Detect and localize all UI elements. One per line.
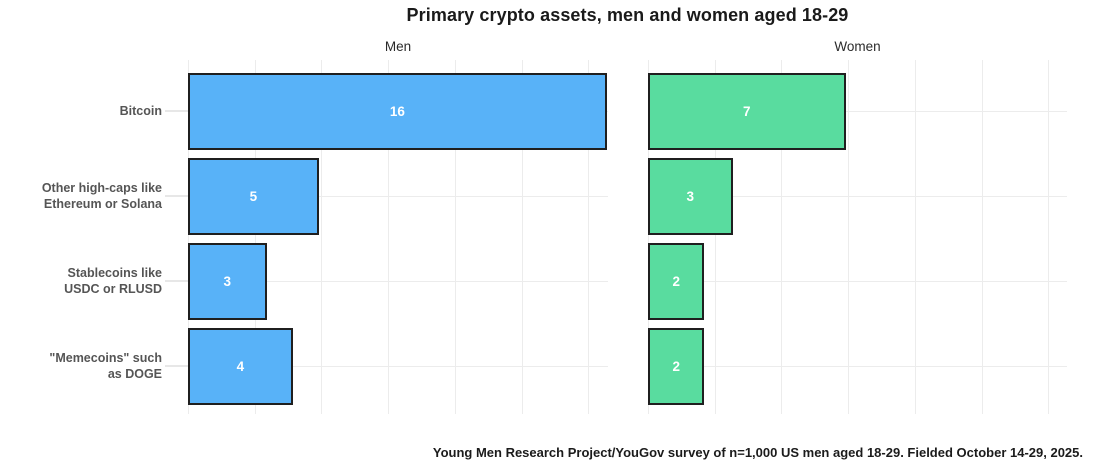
y-axis-tick	[165, 195, 188, 197]
y-axis-tick	[165, 365, 188, 367]
bar-value-label: 4	[236, 358, 245, 374]
y-axis-label-row3: Stablecoins like USDC or RLUSD	[64, 266, 162, 296]
y-axis-label-row2: Other high-caps like Ethereum or Solana	[41, 181, 162, 211]
y-axis-tick	[165, 280, 188, 282]
vertical-gridline	[188, 60, 189, 414]
horizontal-gridline	[648, 280, 1067, 282]
bar-value-label: 3	[686, 188, 695, 204]
bar-value-label: 7	[742, 103, 751, 119]
bar-men-row4: 4	[188, 327, 293, 405]
vertical-gridline	[1048, 60, 1050, 414]
bar-women-row2: 3	[648, 157, 733, 235]
vertical-gridline	[254, 60, 256, 414]
vertical-gridline	[521, 60, 523, 414]
vertical-gridline	[588, 60, 590, 414]
vertical-gridline	[454, 60, 456, 414]
horizontal-gridline	[648, 365, 1067, 367]
bar-value-label: 5	[249, 188, 258, 204]
facet-label-women: Women	[834, 39, 881, 54]
horizontal-gridline	[648, 110, 1067, 112]
bar-men-row3: 3	[188, 242, 267, 320]
horizontal-gridline	[188, 365, 608, 367]
vertical-gridline	[714, 60, 716, 414]
bar-women-row4: 2	[648, 327, 705, 405]
vertical-gridline	[648, 60, 649, 414]
horizontal-gridline	[648, 195, 1067, 197]
y-axis-label-row4: "Memecoins" such as DOGE	[49, 351, 162, 381]
bar-value-label: 2	[672, 358, 680, 374]
vertical-gridline	[388, 60, 390, 414]
vertical-gridline	[914, 60, 916, 414]
panel-men: 16 5 3 4	[188, 60, 608, 414]
source-caption: Young Men Research Project/YouGov survey…	[432, 445, 1083, 460]
panel-women: 7 3 2 2	[648, 60, 1067, 414]
y-axis-label-row1: Bitcoin	[119, 104, 162, 118]
vertical-gridline	[321, 60, 323, 414]
bar-men-row2: 5	[188, 157, 319, 235]
vertical-gridline	[981, 60, 983, 414]
horizontal-gridline	[188, 280, 608, 282]
bar-value-label: 2	[672, 273, 680, 289]
horizontal-gridline	[188, 195, 608, 197]
y-axis-tick	[165, 110, 188, 112]
bar-men-row1: 16	[188, 72, 607, 150]
chart-title: Primary crypto assets, men and women age…	[406, 5, 849, 25]
vertical-gridline	[848, 60, 850, 414]
bar-value-label: 3	[223, 273, 231, 289]
facet-label-men: Men	[384, 39, 412, 54]
vertical-gridline	[781, 60, 783, 414]
bar-women-row3: 2	[648, 242, 705, 320]
bar-women-row1: 7	[648, 72, 846, 150]
bar-value-label: 16	[389, 103, 405, 119]
